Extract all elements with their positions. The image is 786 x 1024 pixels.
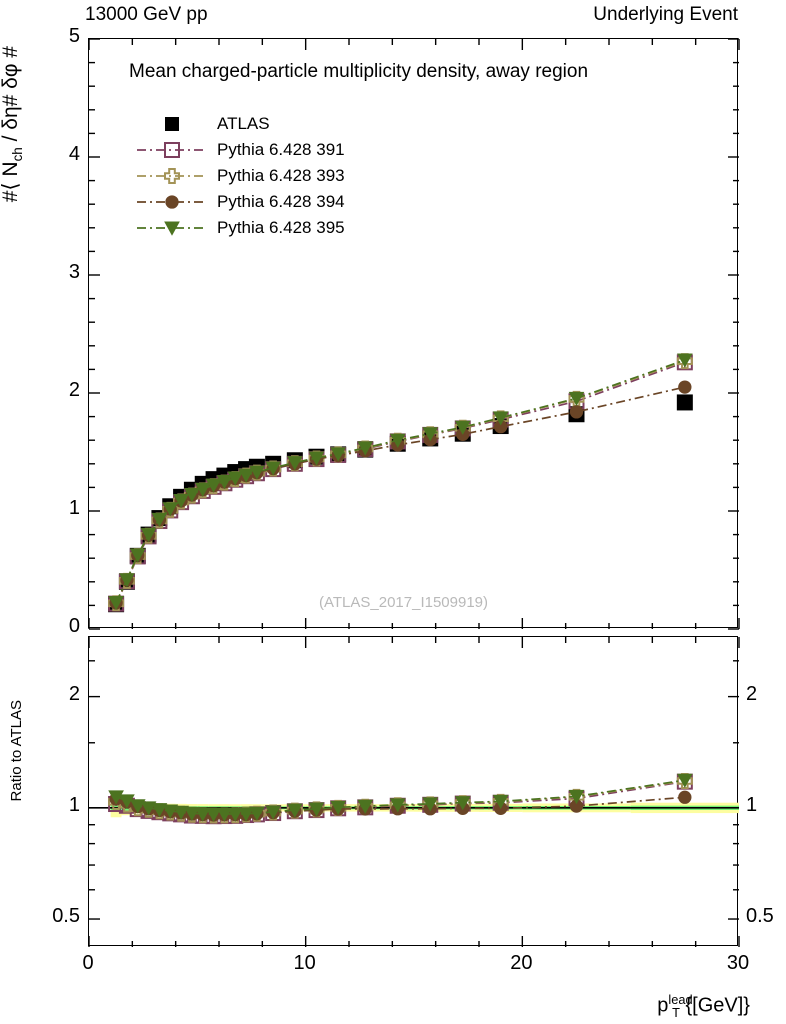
legend: ATLAS Pythia 6.428 391 Pythia 6.428 393 Pyt… (135, 111, 345, 241)
xtick-30: 30 (726, 952, 750, 974)
legend-label-p393: Pythia 6.428 393 (217, 166, 345, 185)
ytick-main-4: 4 (68, 143, 80, 165)
plot-title: Mean charged-particle multiplicity densi… (129, 61, 589, 82)
legend-label-atlas: ATLAS (217, 114, 270, 133)
legend-marker-p391 (135, 137, 209, 163)
ratio-plot-panel (88, 636, 740, 947)
legend-item-p391[interactable]: Pythia 6.428 391 (135, 137, 345, 163)
main-plot-panel: Mean charged-particle multiplicity densi… (88, 38, 740, 630)
xtick-10: 10 (293, 952, 316, 974)
legend-marker-atlas (135, 111, 209, 137)
ytick-main-0: 0 (68, 615, 80, 637)
header-analysis-category: Underlying Event (593, 4, 738, 25)
legend-marker-p394 (135, 189, 209, 215)
legend-label-p391: Pythia 6.428 391 (217, 140, 345, 159)
ytick-main-2: 2 (68, 379, 80, 401)
ytick-main-1: 1 (68, 497, 80, 519)
ytick-ratio-right-1: 1 (746, 793, 758, 816)
series-p395 (108, 773, 693, 822)
legend-item-p394[interactable]: Pythia 6.428 394 (135, 189, 345, 215)
header-beam-energy: 13000 GeV pp (85, 4, 208, 25)
ytick-ratio-right-0.5: 0.5 (746, 905, 774, 928)
ytick-ratio-left-2: 2 (68, 682, 80, 705)
ytick-ratio-right-2: 2 (746, 682, 758, 705)
y-axis-label-main: #⟨ Nch / δη# δφ # (0, 46, 26, 203)
y-axis-label-ratio: Ratio to ATLAS (8, 700, 25, 802)
ytick-main-3: 3 (68, 261, 80, 283)
ytick-ratio-left-0.5: 0.5 (52, 905, 80, 928)
x-axis-label: pleadT {[GeV]} (657, 992, 750, 1020)
legend-marker-p395 (135, 215, 209, 241)
legend-label-p394: Pythia 6.428 394 (217, 192, 345, 211)
analysis-id-watermark: (ATLAS_2017_I1509919) (319, 594, 489, 611)
legend-item-atlas[interactable]: ATLAS (135, 111, 345, 137)
ytick-main-5: 5 (68, 25, 80, 47)
main-plot-canvas (88, 38, 740, 630)
legend-item-p393[interactable]: Pythia 6.428 393 (135, 163, 345, 189)
series-p395 (108, 353, 693, 611)
xtick-0: 0 (82, 952, 94, 974)
series-p394 (109, 380, 692, 610)
legend-marker-p393 (135, 163, 209, 189)
ytick-ratio-left-1: 1 (68, 793, 80, 816)
ratio-plot-canvas (88, 637, 740, 947)
legend-label-p395: Pythia 6.428 395 (217, 218, 345, 237)
xtick-20: 20 (510, 952, 533, 974)
legend-item-p395[interactable]: Pythia 6.428 395 (135, 215, 345, 241)
